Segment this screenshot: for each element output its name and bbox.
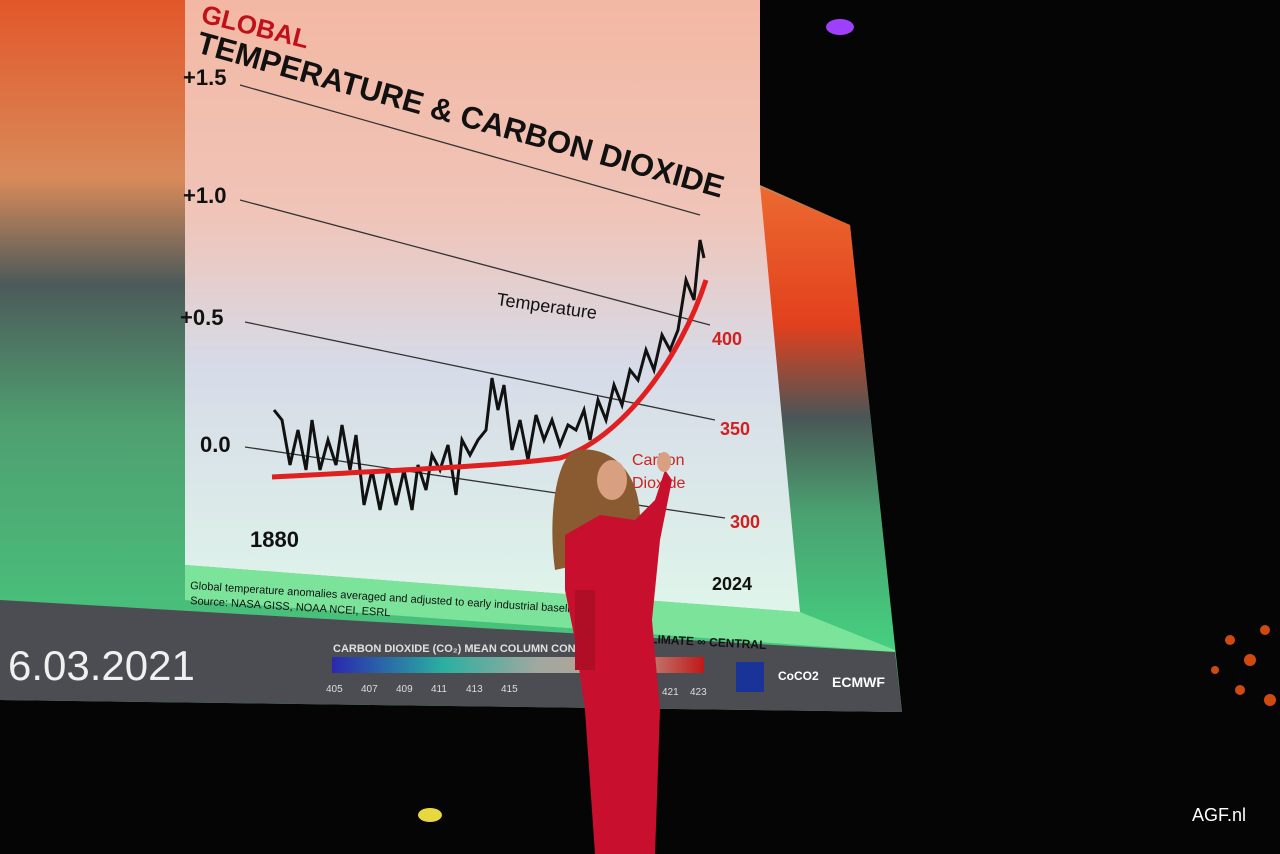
colorbar-tick: 421 — [662, 687, 679, 698]
colorbar-tick: 407 — [361, 684, 378, 695]
speaker-suit — [565, 470, 672, 854]
y-tick: 0.0 — [200, 432, 231, 457]
climate-central-logo: LIMATE ∞ CENTRAL — [650, 632, 767, 652]
speaker-hand — [657, 452, 671, 472]
date-display: 6.03.2021 — [8, 642, 195, 689]
colorbar-tick: 405 — [326, 684, 343, 695]
watermark: AGF.nl — [1191, 805, 1246, 825]
colorbar-ticks: 405 407 409 411 413 415 421 423 — [326, 684, 707, 698]
flower-arrangement — [1211, 625, 1276, 706]
y-tick: +1.0 — [183, 183, 226, 208]
footer-bar — [0, 600, 902, 712]
colorbar-tick: 423 — [690, 687, 707, 698]
y-tick: +1.5 — [183, 65, 226, 90]
co2-tick: 300 — [730, 512, 760, 532]
caption-band — [185, 565, 895, 652]
eu-flag-logo — [736, 662, 764, 692]
co2-series-line — [271, 279, 709, 480]
ecmwf-logo: ECMWF — [832, 674, 885, 690]
end-year: 2024 — [712, 574, 752, 594]
colorbar-title: CARBON DIOXIDE (CO₂) MEAN COLUMN CONCEN — [333, 643, 599, 655]
speaker-arm — [575, 590, 595, 670]
slide-panel — [185, 0, 800, 612]
floor-light — [418, 808, 442, 822]
speaker-face — [597, 460, 627, 500]
start-year: 1880 — [250, 527, 299, 552]
y-tick: +0.5 — [180, 305, 223, 330]
colorbar-tick: 409 — [396, 684, 413, 695]
speaker — [552, 449, 672, 854]
stage-light — [826, 19, 854, 35]
gridlines — [239, 84, 726, 519]
colorbar-tick: 411 — [431, 684, 447, 695]
co2-tick: 400 — [712, 329, 742, 349]
colorbar-tick: 415 — [501, 684, 518, 695]
co2-label: Dioxide — [632, 475, 685, 492]
temperature-series-line — [272, 239, 706, 511]
coco2-logo: CoCO2 — [778, 669, 819, 683]
co2-tick: 350 — [720, 419, 750, 439]
colorbar-tick: 413 — [466, 684, 483, 695]
